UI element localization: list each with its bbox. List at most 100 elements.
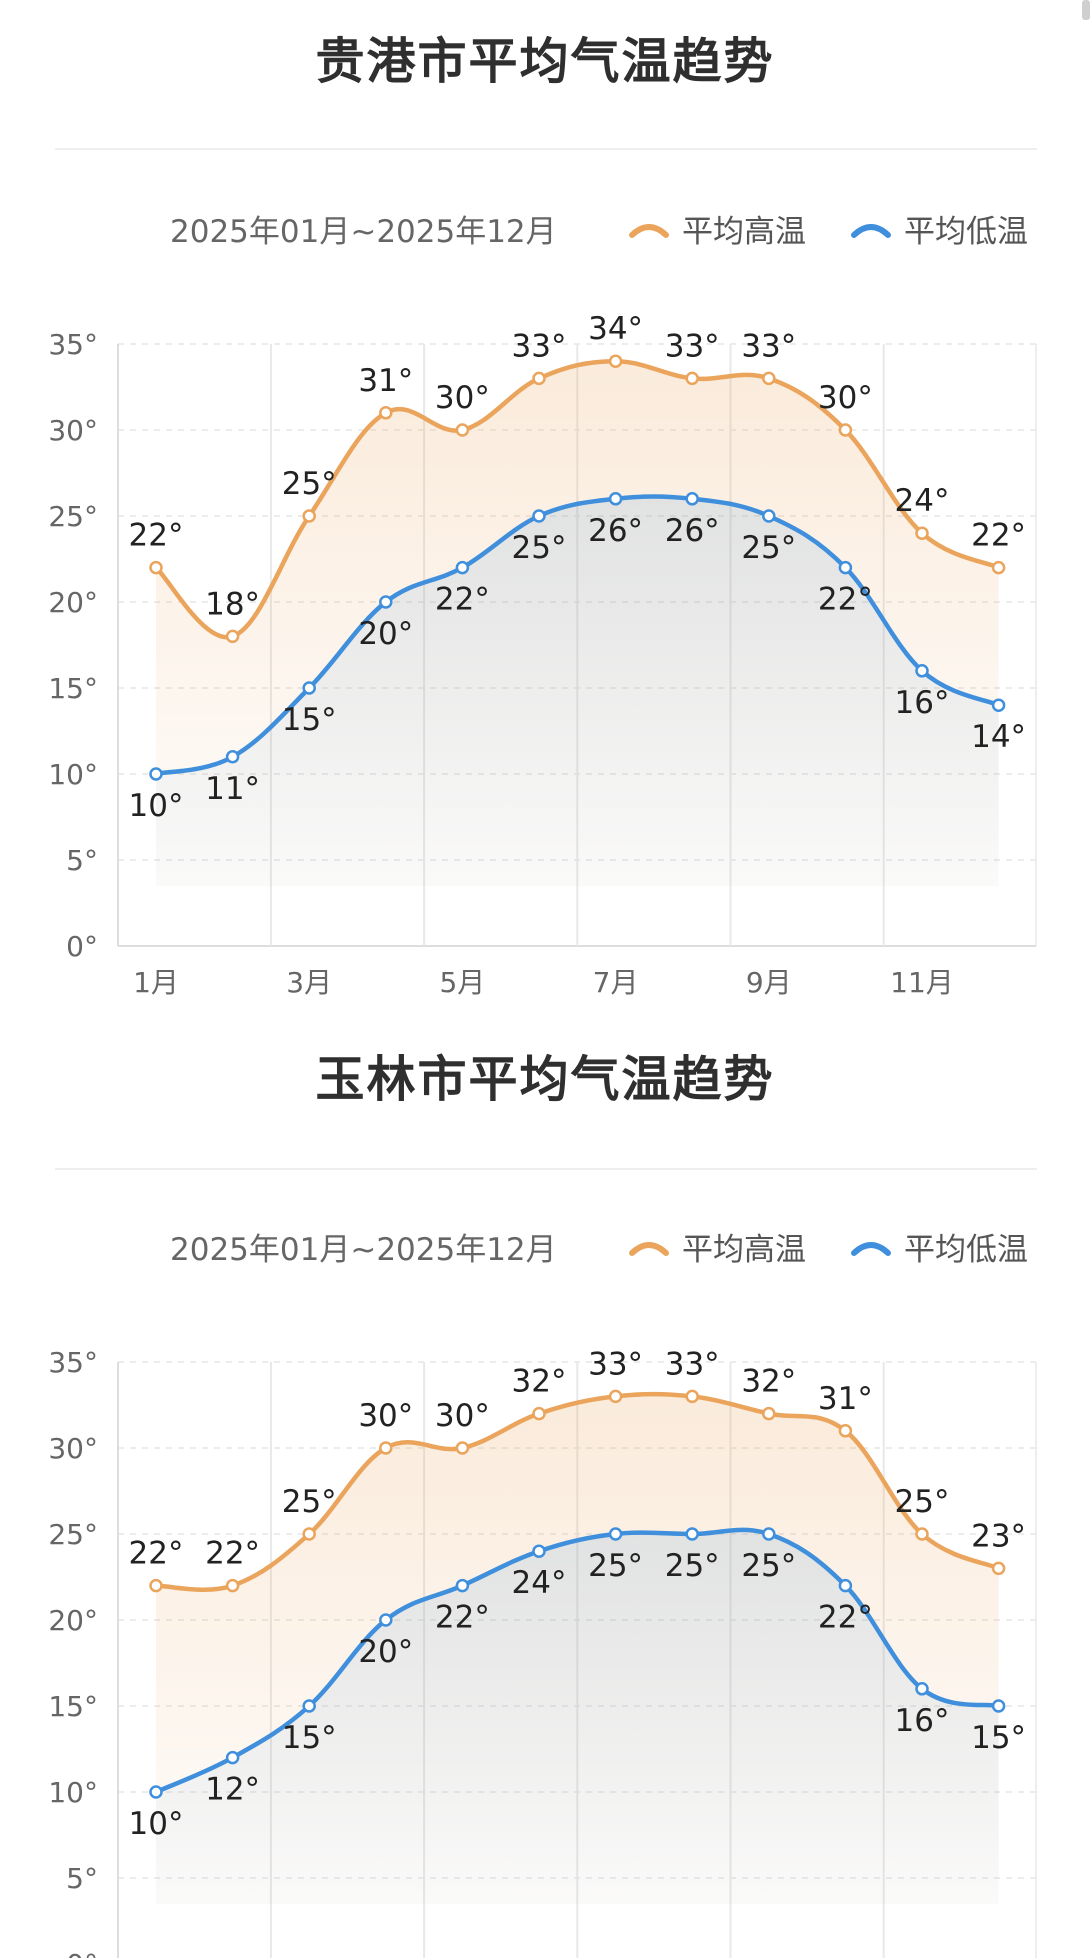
high-temp-point[interactable] — [455, 423, 470, 437]
high-temp-point[interactable] — [685, 1389, 699, 1404]
y-tick-label: 0° — [66, 1948, 98, 1958]
low-temp-point[interactable] — [991, 698, 1006, 712]
high-temp-point[interactable] — [762, 1406, 776, 1421]
high-temp-point[interactable] — [685, 371, 699, 386]
high-temp-point[interactable] — [225, 629, 240, 644]
low-temp-point[interactable] — [915, 1682, 929, 1696]
high-temp-data-label: 24° — [895, 483, 950, 519]
high-temp-point[interactable] — [302, 509, 316, 523]
high-temp-point[interactable] — [149, 1578, 163, 1593]
low-temp-area — [156, 496, 999, 886]
low-temp-point[interactable] — [838, 560, 853, 575]
high-temp-data-label: 33° — [665, 328, 720, 364]
low-temp-data-label: 25° — [588, 1548, 643, 1584]
high-temp-data-label: 30° — [818, 380, 873, 416]
high-temp-data-label: 30° — [358, 1398, 413, 1434]
date-range: 2025年01月~2025年12月 — [170, 214, 557, 250]
y-tick-label: 25° — [48, 500, 98, 533]
low-temp-point[interactable] — [149, 767, 163, 781]
high-temp-data-label: 32° — [512, 1364, 567, 1400]
y-tick-label: 5° — [66, 844, 98, 877]
high-temp-data-label: 25° — [282, 1484, 337, 1520]
low-temp-point[interactable] — [532, 1544, 546, 1558]
high-temp-point[interactable] — [225, 1578, 240, 1593]
low-temp-point[interactable] — [225, 750, 240, 764]
high-temp-point[interactable] — [838, 423, 853, 437]
high-temp-point[interactable] — [915, 526, 929, 540]
title-divider — [55, 148, 1037, 150]
y-tick-label: 5° — [66, 1862, 98, 1895]
low-temp-point[interactable] — [608, 1527, 623, 1541]
low-temp-point[interactable] — [302, 681, 316, 695]
scrollbar-thumb[interactable] — [1082, 0, 1090, 20]
high-temp-data-label: 30° — [435, 380, 490, 416]
high-temp-data-label: 32° — [741, 1364, 796, 1400]
low-temp-line — [155, 1527, 1000, 1795]
low-temp-point[interactable] — [608, 492, 623, 506]
chart-card-guigang: 贵港市平均气温趋势 2025年01月~2025年12月 平均高温 平均低温 0°… — [48, 33, 1037, 999]
low-temp-line — [155, 494, 1000, 777]
high-temp-point[interactable] — [762, 371, 776, 386]
low-temp-point[interactable] — [225, 1750, 240, 1765]
low-temp-data-label: 10° — [129, 1806, 184, 1842]
low-temp-data-label: 16° — [895, 685, 950, 721]
low-temp-point[interactable] — [455, 1578, 470, 1593]
legend-high-line-icon — [629, 223, 669, 238]
y-tick-label: 10° — [48, 1776, 98, 1809]
low-temp-point[interactable] — [302, 1699, 316, 1713]
low-temp-data-label: 25° — [512, 530, 567, 566]
high-temp-point[interactable] — [991, 1561, 1006, 1576]
low-temp-point[interactable] — [455, 560, 470, 575]
line-chart-plot: 0° 5° 10° 15° 20° 25° 30° 35° 1月 3月 5月 7月 9月 11月 22° 18… — [48, 311, 1037, 999]
y-tick-label: 15° — [48, 1690, 98, 1723]
high-temp-point[interactable] — [455, 1441, 470, 1455]
high-temp-point[interactable] — [838, 1424, 853, 1438]
y-tick-label: 25° — [48, 1518, 98, 1551]
high-temp-point[interactable] — [532, 1406, 546, 1421]
low-temp-point[interactable] — [149, 1785, 163, 1799]
low-temp-area — [156, 1529, 999, 1904]
high-temp-data-label: 22° — [205, 1536, 260, 1572]
high-temp-point[interactable] — [532, 371, 546, 386]
low-temp-data-label: 26° — [665, 513, 720, 549]
low-temp-data-label: 11° — [205, 771, 260, 807]
x-tick-label: 9月 — [746, 966, 792, 999]
high-temp-data-label: 33° — [665, 1346, 720, 1382]
low-temp-point[interactable] — [532, 509, 546, 523]
low-temp-point[interactable] — [762, 509, 776, 523]
high-temp-data-label: 34° — [588, 311, 643, 347]
legend-low[interactable]: 平均低温 — [850, 1224, 1028, 1269]
low-temp-point[interactable] — [991, 1699, 1006, 1713]
high-temp-data-label: 31° — [358, 363, 413, 399]
low-temp-data-label: 20° — [358, 616, 413, 652]
high-temp-point[interactable] — [608, 354, 623, 368]
low-temp-data-label: 22° — [818, 1600, 873, 1636]
title-divider — [55, 1168, 1037, 1170]
low-temp-data-label: 25° — [741, 1548, 796, 1584]
high-temp-point[interactable] — [379, 406, 393, 420]
low-temp-point[interactable] — [379, 595, 393, 609]
low-temp-point[interactable] — [685, 1527, 699, 1541]
low-temp-point[interactable] — [838, 1578, 853, 1593]
high-temp-point[interactable] — [379, 1441, 393, 1455]
high-temp-point[interactable] — [149, 560, 163, 575]
high-temp-point[interactable] — [915, 1527, 929, 1541]
y-tick-label: 10° — [48, 758, 98, 791]
legend-low[interactable]: 平均低温 — [850, 206, 1028, 251]
legend-high[interactable]: 平均高温 — [628, 206, 806, 251]
high-temp-data-label: 22° — [129, 518, 184, 554]
low-temp-data-label: 24° — [512, 1565, 567, 1601]
legend-high[interactable]: 平均高温 — [628, 1224, 806, 1269]
low-temp-point[interactable] — [379, 1613, 393, 1627]
high-temp-point[interactable] — [991, 560, 1006, 575]
low-temp-data-label: 22° — [435, 1600, 490, 1636]
y-tick-label: 20° — [48, 586, 98, 619]
high-temp-point[interactable] — [302, 1527, 316, 1541]
low-temp-point[interactable] — [915, 664, 929, 678]
legend-low-line-icon — [851, 223, 891, 238]
low-temp-point[interactable] — [685, 492, 699, 506]
low-temp-point[interactable] — [762, 1527, 776, 1541]
date-range: 2025年01月~2025年12月 — [170, 1232, 557, 1268]
high-temp-point[interactable] — [608, 1389, 623, 1404]
legend-high-line-icon — [629, 1241, 669, 1256]
